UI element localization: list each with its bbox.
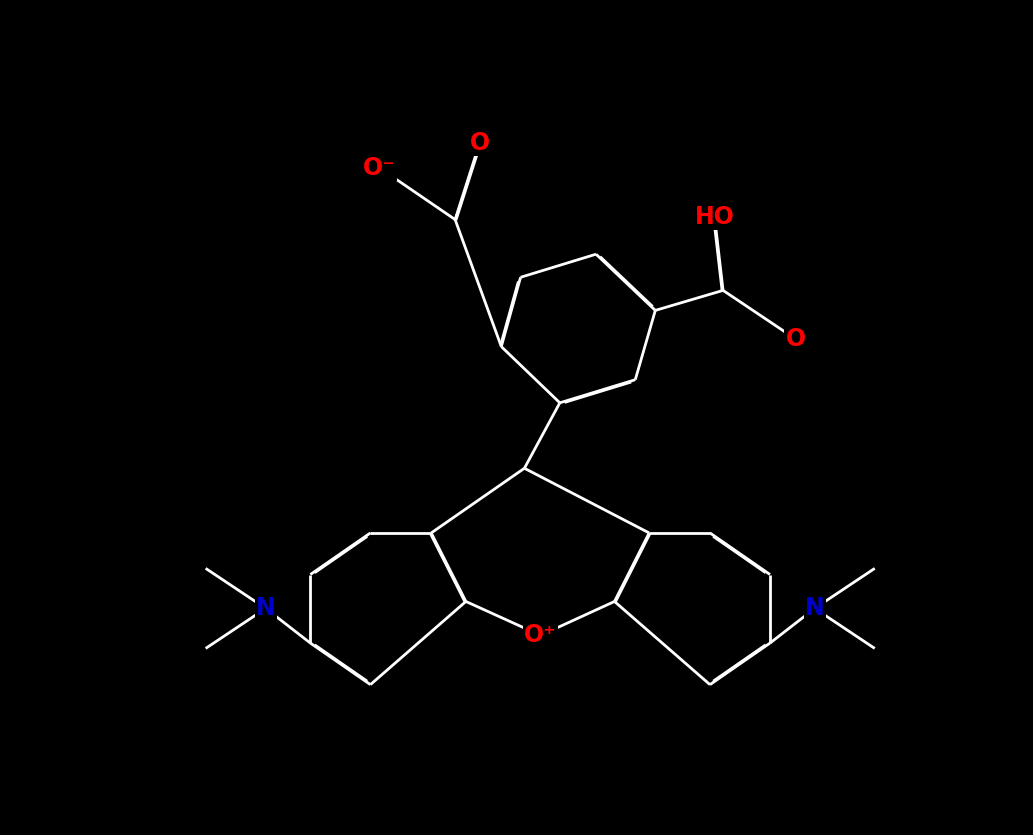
Text: O⁺: O⁺ <box>525 624 557 647</box>
Text: N: N <box>805 596 824 620</box>
Text: HO: HO <box>694 205 734 230</box>
Text: O: O <box>470 130 490 154</box>
Text: N: N <box>256 596 276 620</box>
Text: O: O <box>785 326 806 351</box>
Text: O⁻: O⁻ <box>364 156 396 180</box>
